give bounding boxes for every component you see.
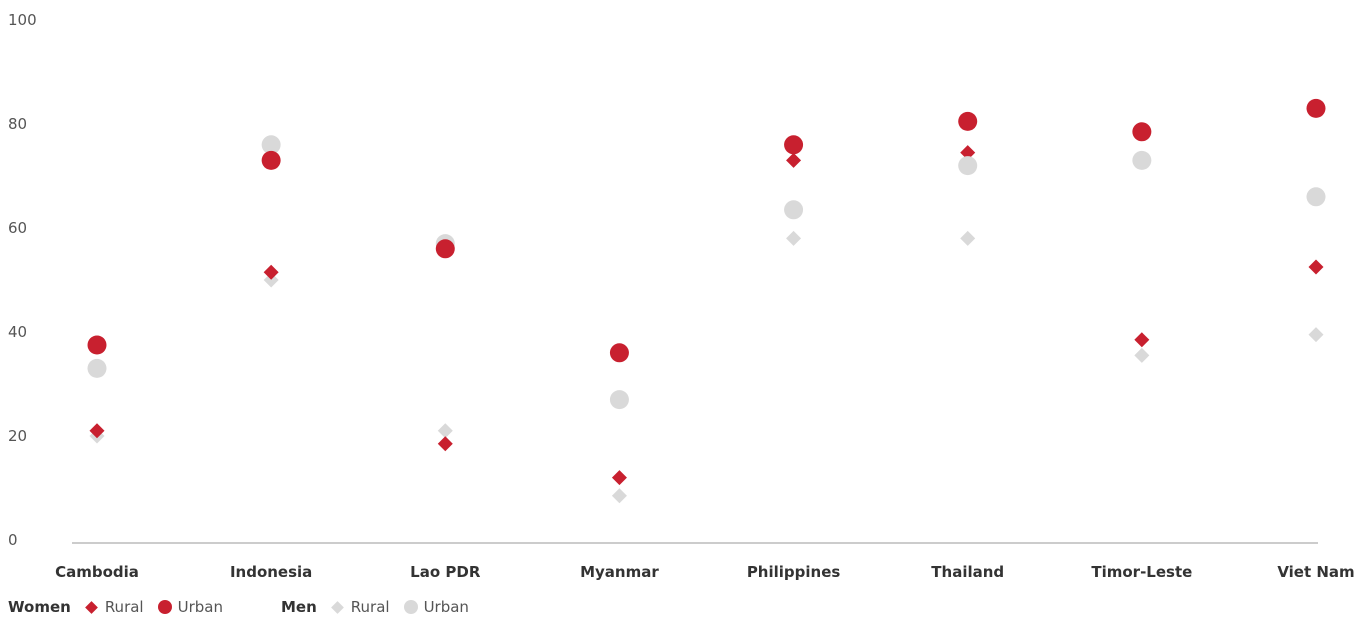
y-axis-ticks: 0 20 40 60 80 100 (8, 11, 37, 549)
data-point-diamond (960, 230, 976, 246)
diamond-marker-icon (330, 600, 344, 614)
y-tick-label: 80 (8, 115, 27, 133)
legend-men-rural-label: Rural (350, 598, 390, 616)
data-point-circle (87, 358, 107, 378)
legend-men-urban-label: Urban (423, 598, 469, 616)
x-tick-label: Myanmar (580, 563, 659, 581)
y-tick-label: 0 (8, 531, 18, 549)
y-tick-label: 20 (8, 427, 27, 445)
legend: Women Rural Urban Men Rural Urban (8, 597, 527, 617)
data-point-circle (609, 390, 629, 410)
data-point-circle (261, 135, 281, 155)
data-point-circle (1132, 150, 1152, 170)
legend-women-urban: Urban (157, 598, 223, 616)
x-tick-label: Indonesia (230, 563, 312, 581)
data-point-diamond (1308, 327, 1324, 343)
x-tick-label: Timor-Leste (1091, 563, 1192, 581)
data-point-circle (784, 200, 804, 220)
y-tick-label: 40 (8, 323, 27, 341)
circle-marker-icon (403, 600, 418, 614)
legend-men-rural: Rural (330, 598, 390, 616)
legend-women-urban-label: Urban (177, 598, 223, 616)
legend-women-group: Women Rural Urban (8, 598, 237, 616)
legend-men-urban: Urban (403, 598, 469, 616)
legend-men-label: Men (280, 598, 317, 616)
data-point-circle (87, 335, 107, 355)
data-point-circle (435, 239, 455, 259)
data-point-circle (609, 343, 629, 363)
data-point-circle (958, 111, 978, 131)
data-point-diamond (1308, 259, 1324, 275)
data-point-circle (1306, 187, 1326, 207)
data-point-diamond (611, 488, 627, 504)
data-point-diamond (437, 423, 453, 439)
data-point-circle (784, 135, 804, 155)
data-point-circle (1306, 98, 1326, 118)
data-point-diamond (263, 264, 279, 280)
diamond-marker-icon (84, 600, 98, 614)
data-point-circle (261, 150, 281, 170)
data-point-circle (958, 156, 978, 176)
x-axis-category-labels: Cambodia Indonesia Lao PDR Myanmar Philippin… (55, 563, 1355, 581)
x-tick-label: Viet Nam (1277, 563, 1354, 581)
data-point-diamond (1134, 332, 1150, 348)
data-points (87, 98, 1326, 504)
y-tick-label: 100 (8, 11, 37, 29)
data-point-diamond (89, 423, 105, 439)
y-tick-label: 60 (8, 219, 27, 237)
data-point-diamond (263, 272, 279, 288)
data-point-diamond (1134, 347, 1150, 363)
legend-women-label: Women (8, 598, 71, 616)
x-tick-label: Thailand (931, 563, 1004, 581)
legend-women-rural-label: Rural (104, 598, 144, 616)
data-point-diamond (786, 152, 802, 168)
legend-men-group: Men Rural Urban (281, 598, 483, 616)
data-point-diamond (786, 230, 802, 246)
data-point-diamond (960, 145, 976, 161)
x-tick-label: Cambodia (55, 563, 139, 581)
x-tick-label: Philippines (747, 563, 841, 581)
circle-marker-icon (157, 600, 172, 614)
data-point-diamond (611, 470, 627, 486)
legend-women-rural: Rural (84, 598, 144, 616)
x-tick-label: Lao PDR (410, 563, 481, 581)
data-point-circle (1132, 122, 1152, 142)
data-point-diamond (437, 436, 453, 452)
